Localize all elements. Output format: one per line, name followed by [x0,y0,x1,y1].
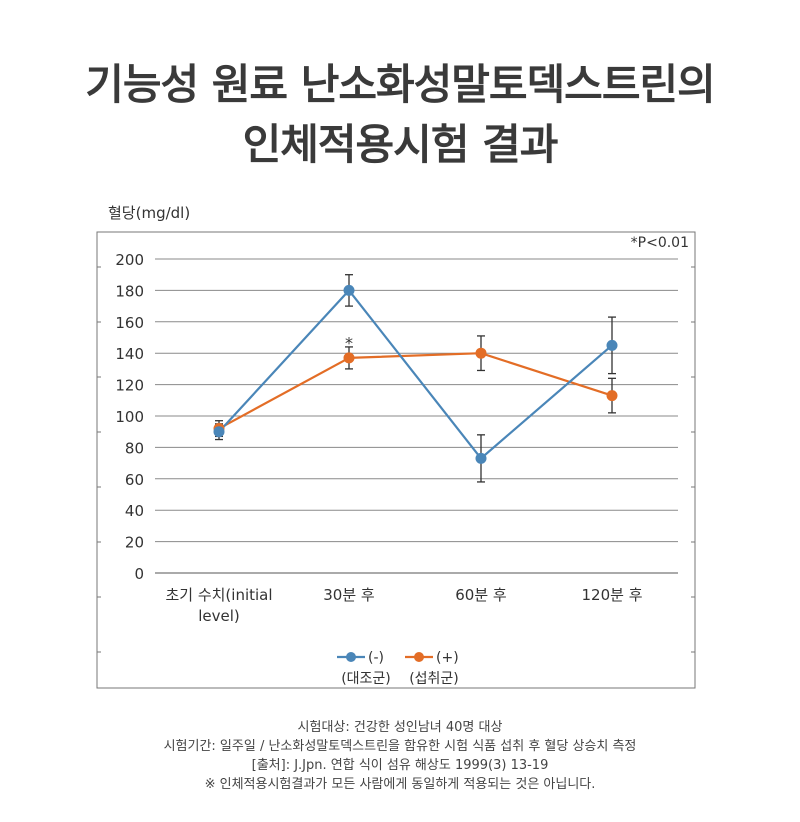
footer-period: 시험기간: 일주일 / 난소화성말토덱스트린을 함유한 시험 식품 섭취 후 혈… [163,739,637,754]
legend-label-2: (+) [436,650,459,666]
legend-marker-1 [346,652,356,662]
footer-disclaimer: ※ 인체적용시험결과가 모든 사람에게 동일하게 적용되는 것은 아닙니다. [204,777,596,792]
footer-subjects: 시험대상: 건강한 성인남녀 40명 대상 [297,720,503,735]
y-tick-label-180: 180 [115,282,144,300]
data-point-series-1 [606,339,618,351]
data-point-series-1 [475,452,487,464]
chart-frame [96,231,696,689]
legend-group-2: (섭취군) [409,671,459,687]
legend-group-1: (대조군) [341,671,391,687]
page-title-line-1: 기능성 원료 난소화성말토덱스트린의 [85,60,716,109]
blood-glucose-chart: 혈당(mg/dl) *P<0.01 0 20 40 60 80 100 120 140 160 1… [96,204,696,689]
y-tick-label-100: 100 [115,408,144,426]
y-tick-label-200: 200 [115,251,144,269]
legend: (-) (대조군) (+) (섭취군) [337,650,459,687]
y-tick-label-80: 80 [125,439,144,457]
y-tick-label-60: 60 [125,471,144,489]
x-tick-labels: 초기 수치(initial level) 30분 후 60분 후 120분 후 [165,586,642,625]
y-tick-label-0: 0 [134,565,144,583]
y-tick-label-40: 40 [125,502,144,520]
significance-marker: * [345,333,353,352]
data-point-series-2 [606,390,618,402]
y-axis-label: 혈당(mg/dl) [108,204,190,222]
y-tick-labels: 0 20 40 60 80 100 120 140 160 180 200 [115,251,144,583]
significance-note: *P<0.01 [631,235,689,251]
series-line-2 [218,352,613,430]
footer-source: [출처]: J.Jpn. 연합 식이 섬유 해상도 1999(3) 13-19 [251,758,549,773]
annotation-layer: * [345,333,353,352]
data-point-series-1 [343,284,355,296]
series-layer [213,274,618,483]
series-line-1 [218,289,613,460]
x-tick-label-2: 30분 후 [323,586,375,604]
legend-marker-2 [414,652,424,662]
data-point-series-2 [343,352,355,364]
data-point-series-2 [475,347,487,359]
y-tick-label-160: 160 [115,314,144,332]
x-tick-label-4: 120분 후 [582,586,643,604]
x-tick-label-1: 초기 수치(initial [165,586,272,604]
legend-label-1: (-) [368,650,384,666]
y-tick-label-120: 120 [115,377,144,395]
data-point-series-1 [213,426,225,438]
page-title-line-2: 인체적용시험 결과 [242,120,559,169]
y-tick-label-20: 20 [125,534,144,552]
frame-tick-marks [97,266,695,653]
x-tick-label-3: 60분 후 [455,586,507,604]
y-tick-label-140: 140 [115,345,144,363]
x-tick-label-1: level) [198,607,240,625]
